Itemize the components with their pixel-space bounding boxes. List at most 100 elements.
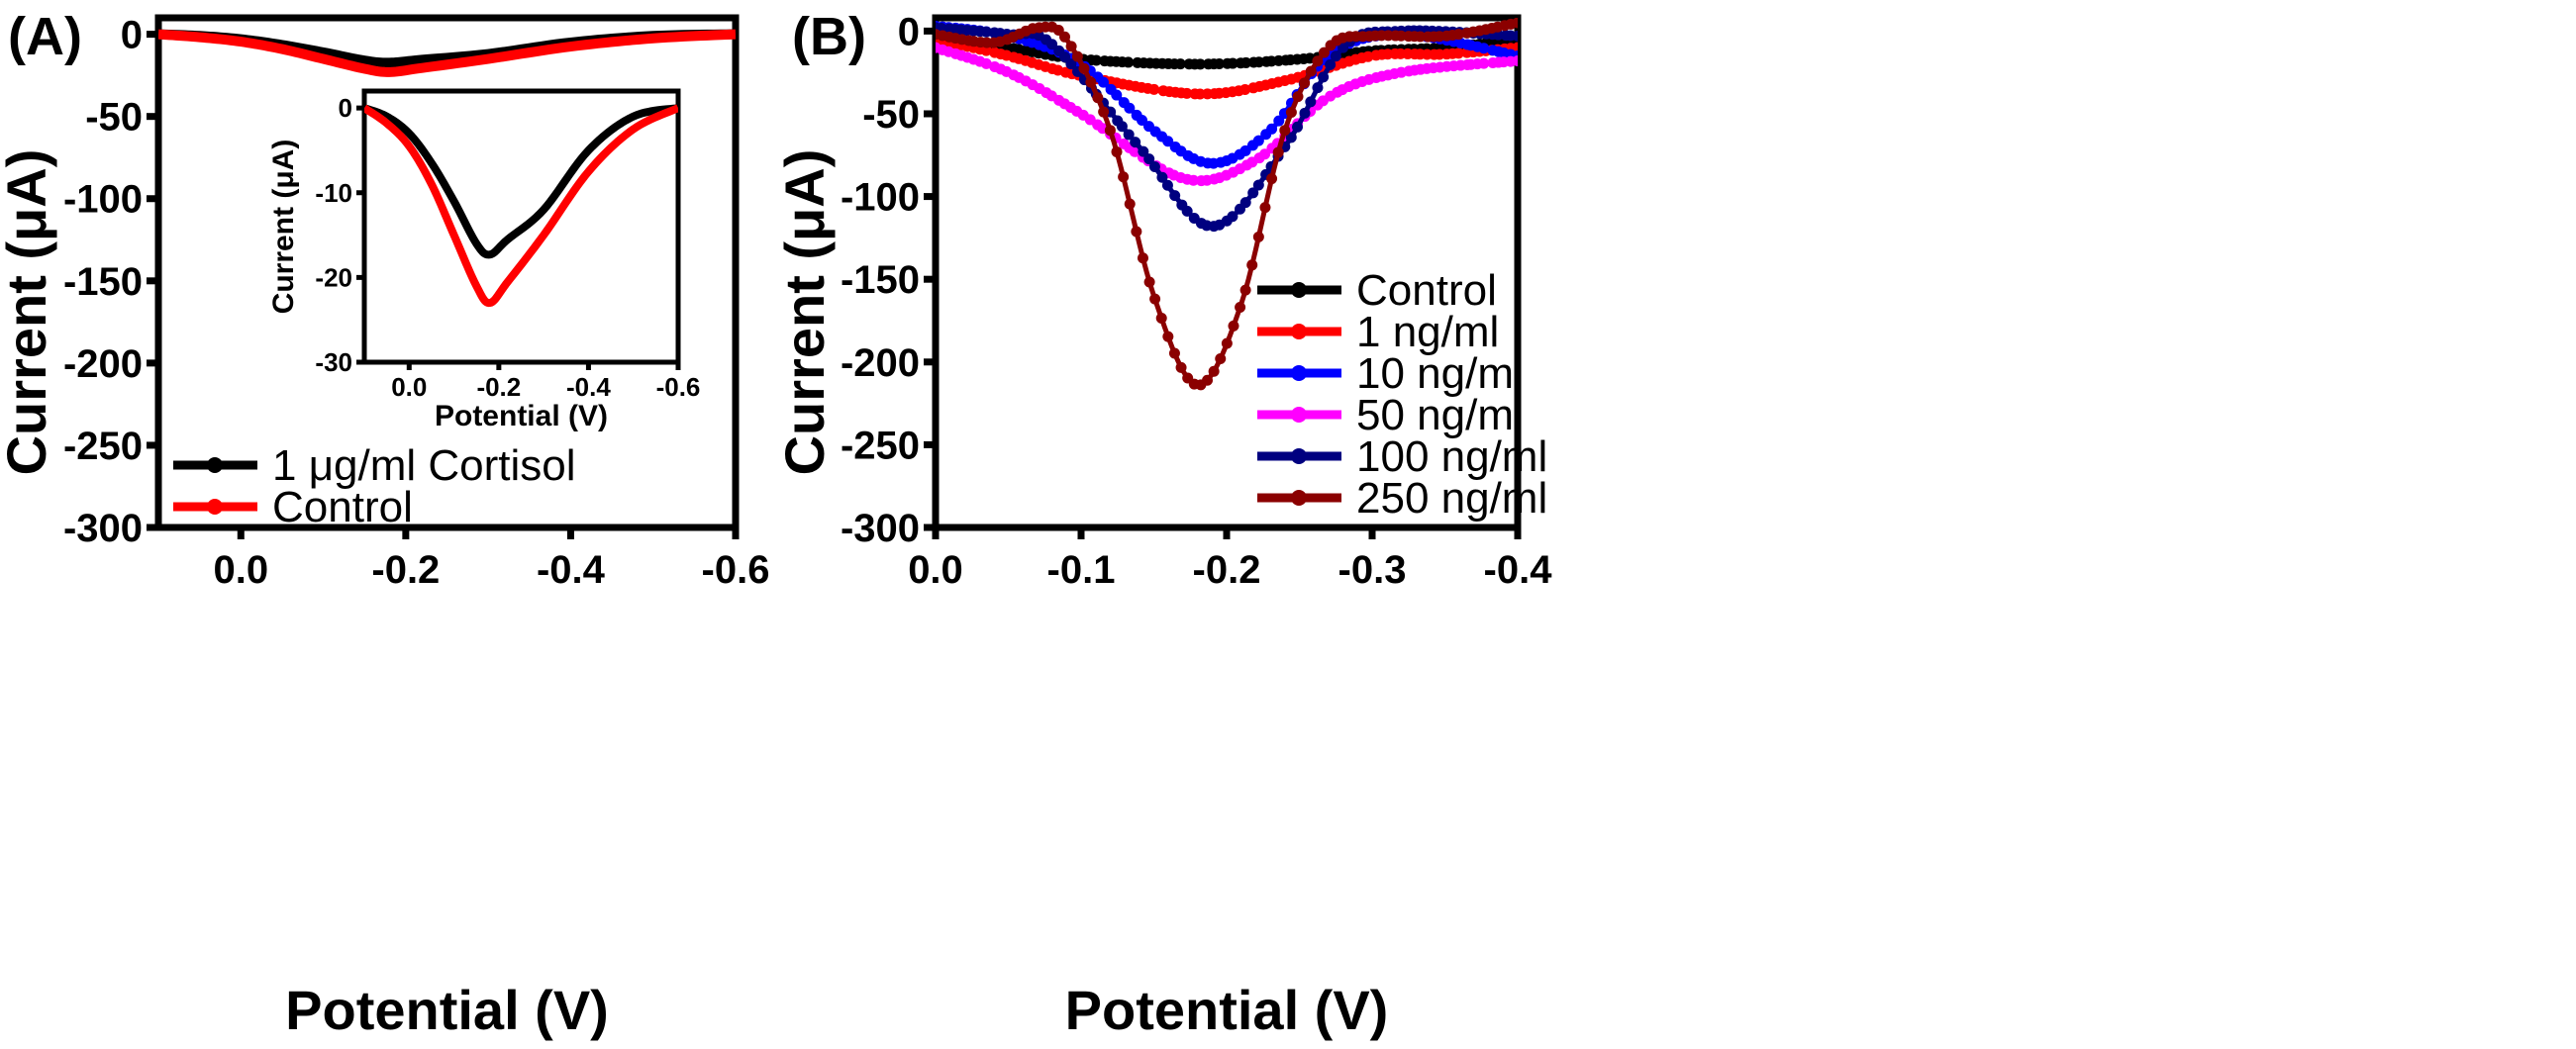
- data-point: [1098, 76, 1110, 88]
- data-point: [1194, 58, 1206, 70]
- x-tick-label: 0.0: [213, 548, 268, 592]
- data-point: [1148, 83, 1160, 95]
- data-point: [1239, 84, 1251, 96]
- data-point: [1090, 54, 1102, 66]
- data-point: [1098, 106, 1110, 118]
- y-tick-label: 0: [121, 14, 143, 57]
- data-point: [1156, 171, 1168, 183]
- x-tick-label: -0.2: [371, 548, 440, 592]
- legend-label: 1 ng/ml: [1356, 308, 1499, 356]
- y-tick-label: -50: [862, 93, 920, 137]
- legend-marker: [1291, 282, 1307, 298]
- data-point: [1155, 312, 1167, 324]
- y-tick-label: 0: [898, 10, 920, 53]
- data-point: [1175, 361, 1187, 373]
- data-point: [1318, 71, 1330, 83]
- y-tick-label: -50: [85, 96, 143, 140]
- x-tick-label: -0.3: [1338, 548, 1407, 592]
- x-tick-label: -0.4: [537, 548, 606, 592]
- data-point: [1130, 137, 1141, 148]
- series-group: [936, 18, 1518, 391]
- data-point: [1181, 205, 1193, 217]
- y-tick-label: -250: [63, 425, 143, 468]
- data-point: [1148, 161, 1160, 173]
- y-tick-label: -250: [841, 424, 920, 467]
- data-point: [1059, 51, 1071, 63]
- data-point: [1143, 153, 1155, 165]
- data-point: [1214, 58, 1226, 70]
- inset-y-axis-label: Current (μA): [267, 140, 300, 315]
- data-point: [1131, 226, 1142, 238]
- data-point: [1137, 252, 1148, 264]
- data-point: [1124, 198, 1136, 210]
- x-tick-label: -0.4: [1484, 548, 1553, 592]
- data-point: [1129, 145, 1140, 157]
- data-point: [1046, 39, 1058, 50]
- data-point: [1239, 284, 1251, 296]
- y-tick-label: -300: [841, 507, 920, 550]
- data-point: [1161, 179, 1173, 191]
- data-point: [1085, 76, 1097, 88]
- y-tick-label: -100: [63, 178, 143, 222]
- legend-marker: [1291, 365, 1307, 381]
- inset-plot: 0 -10 -20 -30 0.0 -0.2 -0.4 -0.6 Potential (V) Cu…: [267, 88, 700, 432]
- data-point: [1059, 31, 1071, 43]
- inset-x-tick-label: -0.2: [476, 372, 521, 402]
- data-point: [1285, 106, 1297, 118]
- data-point: [1111, 89, 1123, 101]
- inset-series-group: [364, 104, 678, 308]
- data-point: [1330, 50, 1341, 62]
- inset-x-tick-label: 0.0: [391, 372, 427, 402]
- data-point: [1174, 58, 1186, 70]
- data-point: [1092, 92, 1104, 104]
- data-point: [1235, 301, 1246, 313]
- data-point: [1215, 353, 1227, 365]
- data-point: [1252, 231, 1264, 242]
- data-point: [1452, 48, 1464, 59]
- data-point: [1065, 58, 1077, 70]
- legend-marker: [207, 457, 223, 473]
- data-point: [1312, 82, 1324, 94]
- data-point: [1124, 102, 1136, 114]
- x-axis-label: Potential (V): [285, 979, 609, 1041]
- legend-marker: [1291, 490, 1307, 506]
- inset-x-axis-label: Potential (V): [435, 400, 608, 432]
- data-point: [1162, 331, 1174, 342]
- inset-series-line-0: [364, 104, 678, 259]
- y-tick-label: -300: [63, 507, 143, 550]
- data-point: [1305, 65, 1317, 77]
- data-point: [1318, 47, 1330, 58]
- data-point: [1452, 29, 1464, 41]
- data-point: [1169, 190, 1181, 202]
- y-axis-label: Current (μA): [773, 149, 836, 476]
- data-point: [1078, 62, 1090, 74]
- y-tick-label: -150: [63, 260, 143, 304]
- data-point: [1512, 54, 1518, 66]
- legend-label: 10 ng/ml: [1356, 349, 1524, 398]
- data-point: [1259, 148, 1271, 160]
- legend-label: Control: [1356, 266, 1497, 315]
- data-point: [1221, 337, 1233, 349]
- legend-label: Control: [272, 483, 413, 531]
- data-point: [980, 57, 992, 69]
- data-point: [1478, 57, 1490, 69]
- data-point: [1138, 145, 1149, 157]
- data-point: [1415, 31, 1427, 43]
- panel-label: (A): [8, 7, 82, 66]
- data-point: [1202, 374, 1214, 386]
- data-point: [1285, 132, 1297, 143]
- legend-marker: [1291, 324, 1307, 339]
- data-point: [1181, 87, 1193, 99]
- data-point: [1272, 146, 1284, 158]
- legend-label: 1 μg/ml Cortisol: [272, 441, 576, 490]
- data-point: [1292, 121, 1304, 133]
- data-point: [1247, 187, 1259, 199]
- data-point: [1240, 56, 1252, 68]
- legend-label: 50 ng/ml: [1356, 391, 1524, 439]
- data-point: [1118, 171, 1130, 183]
- inset-y-tick-label: -20: [315, 262, 352, 292]
- data-point: [1305, 96, 1317, 108]
- data-point: [1246, 259, 1258, 271]
